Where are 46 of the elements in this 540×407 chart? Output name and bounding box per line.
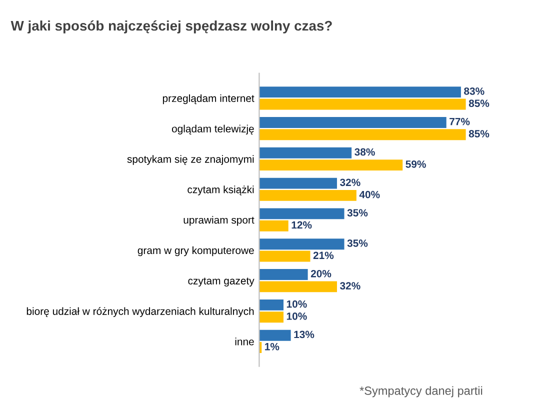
bar [259,220,288,232]
y-tick-label: biorę udział w różnych wydarzeniach kulturalnych [26,307,254,318]
bar [259,178,337,189]
y-tick-label: uprawiam sport [184,216,254,226]
data-label: 85% [468,100,490,108]
chart-title: W jaki sposób najczęściej spędzasz wolny czas? [10,20,332,34]
data-label: 1% [265,342,280,350]
data-label: 32% [340,178,360,186]
data-label: 83% [464,87,484,95]
data-label: 10% [286,300,307,308]
bar [259,312,284,323]
y-tick-label: oglądam telewizję [172,124,254,134]
data-label: 21% [313,252,334,260]
bar [259,238,344,250]
data-label: 40% [359,190,380,198]
bar [259,299,284,310]
bar [259,281,337,292]
bar [259,208,344,220]
data-label: 59% [406,160,426,168]
y-tick-label: czytam książki [188,186,254,196]
data-label: 77% [450,118,470,126]
y-tick-label: spotykam się ze znajomymi [127,155,254,165]
data-label: 38% [354,148,375,156]
y-tick-label: czytam gazety [188,278,254,287]
bar [259,330,291,341]
data-label: 32% [340,282,360,290]
bar [259,190,356,201]
y-tick-label: gram w gry komputerowe [138,246,254,256]
data-label: 35% [347,209,368,217]
y-tick-label: przeglądam internet [162,94,254,104]
data-label: 10% [286,312,307,320]
bar [259,98,466,110]
bar [259,269,308,280]
data-label: 13% [294,330,314,338]
bar [259,250,310,262]
text: *Sympatycy danej partii [360,386,482,398]
bar [259,129,466,140]
data-label: 20% [310,270,332,278]
y-tick-label: inne [235,338,254,346]
bar [259,160,403,171]
data-label: 85% [468,130,490,138]
bar [259,116,446,128]
data-label: 35% [347,240,368,247]
bar [259,147,352,158]
bar [259,86,461,98]
data-label: 12% [292,221,312,229]
